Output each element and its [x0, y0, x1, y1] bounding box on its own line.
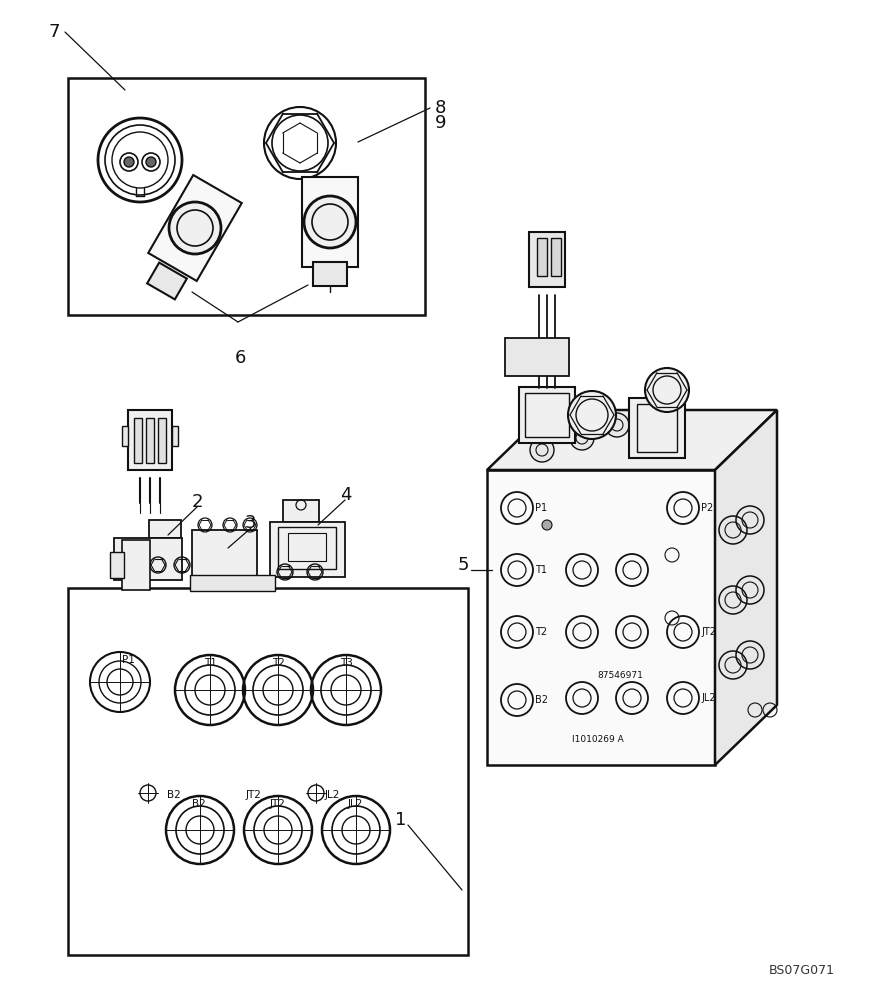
Bar	[190, 575, 275, 591]
Bar	[487, 470, 715, 765]
Bar	[158, 418, 166, 463]
Bar	[283, 500, 319, 522]
Bar	[110, 552, 124, 578]
Text: 1: 1	[395, 811, 407, 829]
Text: JL2: JL2	[325, 790, 341, 800]
Text: P2: P2	[701, 503, 714, 513]
Text: 6: 6	[235, 349, 245, 367]
Polygon shape	[313, 262, 347, 286]
Text: 3: 3	[245, 514, 257, 532]
Circle shape	[319, 270, 327, 278]
Polygon shape	[302, 177, 358, 267]
Bar	[134, 418, 142, 463]
Text: P1: P1	[122, 655, 135, 665]
Text: B2: B2	[167, 790, 181, 800]
Text: B2: B2	[535, 695, 548, 705]
Bar	[529, 232, 565, 287]
Text: B2: B2	[192, 799, 206, 809]
Bar	[551, 238, 561, 276]
Circle shape	[645, 368, 689, 412]
Bar	[128, 410, 172, 470]
Circle shape	[570, 426, 594, 450]
Polygon shape	[487, 410, 777, 470]
Polygon shape	[147, 263, 186, 299]
Text: JT2: JT2	[246, 790, 262, 800]
Bar	[637, 404, 677, 452]
Circle shape	[525, 410, 549, 434]
Bar	[192, 530, 257, 578]
Bar	[149, 520, 181, 538]
Circle shape	[568, 391, 616, 439]
Text: P1: P1	[535, 503, 547, 513]
Bar	[172, 426, 178, 446]
Text: T1: T1	[535, 565, 547, 575]
Circle shape	[124, 157, 134, 167]
Text: T3: T3	[340, 658, 353, 668]
Bar	[278, 527, 336, 569]
Circle shape	[163, 272, 171, 280]
Text: JL2: JL2	[348, 799, 363, 809]
Circle shape	[169, 202, 221, 254]
Text: 4: 4	[340, 486, 351, 504]
Bar	[68, 588, 468, 955]
Bar	[68, 78, 425, 315]
Bar	[519, 387, 575, 443]
Bar	[146, 418, 154, 463]
Bar	[270, 522, 345, 577]
Bar	[537, 238, 547, 276]
Text: 9: 9	[435, 114, 447, 132]
Text: 7: 7	[48, 23, 60, 41]
Circle shape	[146, 157, 156, 167]
Polygon shape	[715, 410, 777, 765]
Text: JT2: JT2	[270, 799, 285, 809]
Bar	[525, 393, 569, 437]
Text: 87546971: 87546971	[597, 670, 643, 680]
Circle shape	[304, 196, 356, 248]
Bar	[629, 398, 685, 458]
Text: 5: 5	[458, 556, 469, 574]
Bar	[122, 426, 128, 446]
Text: JL2: JL2	[701, 693, 715, 703]
Text: JT2: JT2	[701, 627, 716, 637]
Circle shape	[163, 282, 171, 290]
Bar	[288, 533, 326, 561]
Circle shape	[333, 270, 341, 278]
Text: T2: T2	[535, 627, 547, 637]
Circle shape	[530, 438, 554, 462]
Text: l1010269 A: l1010269 A	[572, 736, 624, 744]
Text: BS07G071: BS07G071	[769, 964, 835, 976]
Text: 2: 2	[192, 493, 203, 511]
Bar	[114, 538, 182, 580]
Text: 8: 8	[435, 99, 446, 117]
Text: T2: T2	[272, 658, 285, 668]
Text: T1: T1	[204, 658, 217, 668]
Polygon shape	[148, 175, 242, 281]
Bar	[122, 540, 150, 590]
Bar	[505, 338, 569, 376]
Circle shape	[605, 413, 629, 437]
Circle shape	[542, 520, 552, 530]
